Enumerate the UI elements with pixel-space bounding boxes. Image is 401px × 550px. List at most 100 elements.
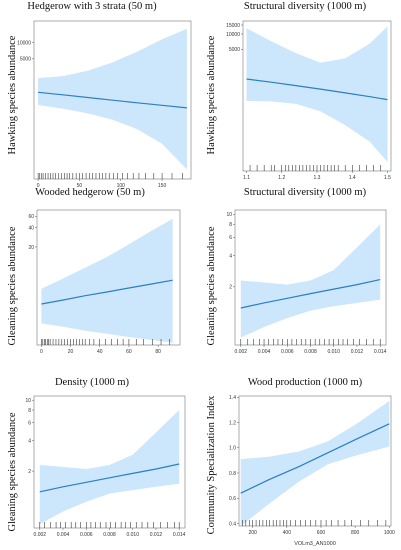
y-ticks: 10000 5000 [17, 40, 34, 63]
x-ticks: 0 20 40 60 80 [40, 345, 161, 355]
x-tick-label: 80 [155, 349, 161, 355]
y-tick-label: 5000 [229, 47, 240, 53]
confidence-band [38, 28, 187, 170]
panel-title: Structural diversity (1000 m) [244, 1, 367, 12]
x-ticks: 1.1 1.2 1.3 1.4 1.5 [243, 171, 391, 181]
y-tick-label: 15000 [226, 23, 240, 29]
rug-marks [41, 339, 171, 345]
y-tick-label: 10 [226, 212, 232, 218]
x-tick-label: 0.002 [34, 532, 47, 538]
x-axis-label: VOLm3_AN1000 [294, 541, 336, 547]
x-tick-label: 400 [283, 530, 292, 536]
confidence-band [41, 218, 173, 343]
y-tick-label: 10 [25, 398, 31, 404]
rug-marks [242, 520, 387, 526]
panel-wood-production: Wood production (1000 m) Community Speci… [206, 377, 395, 547]
x-tick-label: 0.010 [126, 532, 139, 538]
rug-marks [240, 339, 381, 345]
panel-title: Structural diversity (1000 m) [244, 187, 367, 198]
y-axis-label: Hawking species abundance [7, 35, 18, 154]
y-tick-label: 6 [28, 421, 31, 427]
x-tick-label: 0.010 [327, 349, 340, 355]
y-tick-label: 1.2 [229, 420, 236, 426]
x-ticks: 0 50 100 150 [37, 179, 167, 189]
y-tick-label: 40 [28, 225, 34, 231]
x-tick-label: 0.014 [173, 532, 186, 538]
confidence-band [240, 401, 390, 526]
y-tick-label: 6 [229, 235, 232, 241]
x-tick-label: 1.1 [243, 175, 250, 181]
y-tick-label: 0.6 [229, 496, 236, 502]
x-tick-label: 60 [126, 349, 132, 355]
confidence-band [246, 26, 388, 163]
panel-hedgerow-3-strata: Hedgerow with 3 strata (50 m) Hawking sp… [7, 1, 192, 189]
fit-line [246, 78, 388, 101]
panel-title: Density (1000 m) [55, 377, 130, 388]
y-tick-label: 60 [28, 214, 34, 220]
panel-structural-diversity-gleaning: Structural diversity (1000 m) Gleaning s… [206, 187, 387, 355]
confidence-band [240, 224, 381, 338]
plot-frame [238, 395, 392, 527]
x-tick-label: 0.002 [235, 349, 248, 355]
x-tick-label: 0.004 [258, 349, 271, 355]
y-tick-label: 1.0 [229, 446, 236, 452]
y-tick-label: 1.4 [229, 395, 236, 401]
y-ticks: 10 8 6 4 2 [25, 398, 34, 475]
x-tick-label: 200 [248, 530, 257, 536]
y-axis-label: Gleaning species abundance [7, 226, 18, 345]
x-ticks: 0.002 0.004 0.006 0.008 0.010 0.012 0.014 [34, 528, 186, 538]
x-tick-label: 0.006 [80, 532, 93, 538]
x-tick-label: 40 [97, 349, 103, 355]
fit-line [41, 279, 173, 305]
x-tick-label: 600 [317, 530, 326, 536]
x-tick-label: 0.012 [351, 349, 364, 355]
x-tick-label: 0.008 [103, 532, 116, 538]
y-tick-label: 5000 [20, 57, 31, 63]
y-tick-label: 8 [28, 408, 31, 414]
x-tick-label: 0 [37, 183, 40, 189]
fit-line [240, 423, 390, 494]
plot-frame [36, 209, 181, 346]
x-tick-label: 0.006 [281, 349, 294, 355]
y-tick-label: 2 [28, 469, 31, 475]
x-ticks: 0.002 0.004 0.006 0.008 0.010 0.012 0.014 [235, 345, 387, 355]
rug-marks [249, 165, 381, 171]
y-tick-label: 10000 [17, 40, 31, 46]
x-tick-label: 1.4 [349, 175, 356, 181]
fit-line [39, 463, 180, 493]
y-axis-label: Hawking species abundance [206, 35, 217, 154]
x-tick-label: 1000 [384, 530, 395, 536]
panel-wooded-hedgerow: Wooded hedgerow (50 m) Gleaning species … [7, 187, 181, 355]
y-tick-label: 4 [28, 438, 31, 444]
x-tick-label: 20 [68, 349, 74, 355]
x-tick-label: 0.012 [150, 532, 163, 538]
plot-frame [33, 20, 192, 180]
fit-line [240, 279, 381, 309]
panel-density: Density (1000 m) Gleaning species abunda… [7, 377, 186, 538]
x-tick-label: 150 [158, 183, 167, 189]
x-tick-label: 50 [77, 183, 83, 189]
y-tick-label: 0.8 [229, 471, 236, 477]
x-tick-label: 1.2 [278, 175, 285, 181]
y-ticks: 1.4 1.2 1.0 0.8 0.6 0.4 [229, 395, 239, 527]
y-tick-label: 4 [229, 253, 232, 259]
x-tick-label: 1.5 [384, 175, 391, 181]
y-ticks: 15000 10000 5000 [226, 23, 243, 53]
fit-line [38, 91, 187, 109]
x-tick-label: 100 [117, 183, 126, 189]
y-ticks: 60 40 20 [28, 214, 37, 251]
x-tick-label: 0.004 [57, 532, 70, 538]
y-tick-label: 10000 [226, 32, 240, 38]
x-ticks: 200 400 600 800 1000 [248, 526, 395, 536]
x-tick-label: 0 [40, 349, 43, 355]
y-axis-label: Community Specialization Index [206, 395, 217, 535]
y-tick-label: 2 [229, 285, 232, 291]
y-tick-label: 8 [229, 222, 232, 228]
y-axis-label: Gleaning species abundance [206, 226, 217, 345]
x-tick-label: 1.3 [314, 175, 321, 181]
x-tick-label: 0.008 [304, 349, 317, 355]
x-tick-label: 800 [351, 530, 360, 536]
rug-marks [37, 173, 183, 179]
confidence-band [39, 410, 180, 525]
